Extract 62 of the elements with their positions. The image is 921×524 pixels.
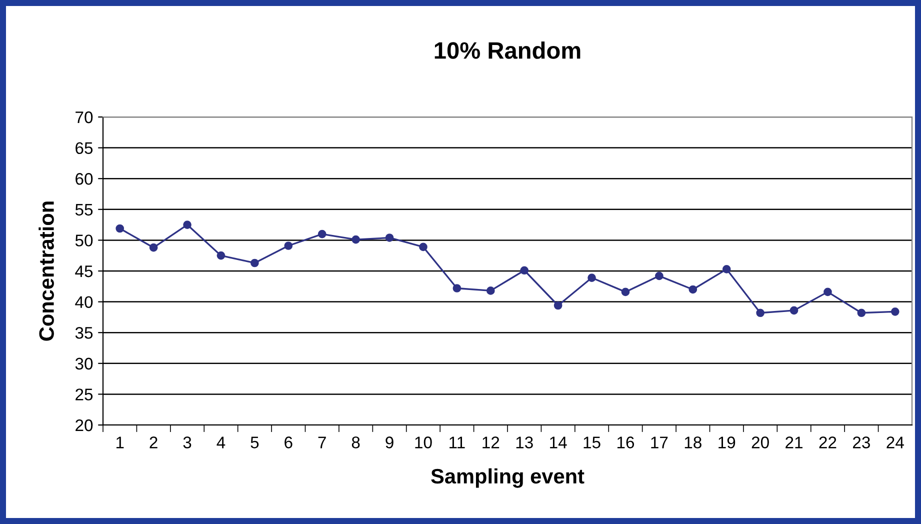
point	[419, 242, 428, 252]
x-tick-label: 11	[450, 436, 465, 448]
point	[385, 234, 394, 242]
point	[621, 288, 630, 296]
point	[857, 308, 866, 318]
point	[352, 235, 360, 244]
y-tick-label: 45	[75, 266, 93, 278]
point	[790, 306, 798, 315]
x-axis-title: Sampling event	[431, 468, 584, 488]
chart-title: 10% Random	[434, 42, 580, 59]
x-tick-label: 15	[584, 436, 600, 448]
x-tick-label: 4	[216, 436, 226, 448]
x-tick-label: 24	[886, 436, 904, 448]
y-tick-label: 25	[76, 388, 93, 400]
x-tick-label: 21	[786, 436, 802, 448]
x-tick-label: 12	[482, 436, 500, 448]
x-tick-label: 10	[415, 436, 432, 448]
x-tick-label: 1	[116, 436, 124, 448]
point	[486, 286, 495, 295]
x-tick-label: 20	[752, 436, 769, 448]
x-tick-label: 6	[284, 436, 292, 448]
point	[520, 266, 529, 275]
point	[554, 301, 562, 310]
x-tick-label: 9	[386, 436, 394, 448]
point	[756, 308, 764, 318]
y-tick-label: 30	[75, 358, 93, 370]
x-tick-label: 5	[250, 436, 259, 448]
y-tick-label: 55	[75, 204, 93, 216]
point	[722, 264, 731, 274]
x-tick-label: 8	[352, 436, 360, 448]
y-axis-title: Concentration	[38, 202, 54, 341]
x-tick-label: 19	[718, 436, 736, 448]
point	[588, 274, 596, 282]
y-tick-label: 65	[76, 142, 93, 154]
x-tick-label: 23	[853, 436, 870, 448]
x-tick-label: 14	[550, 436, 567, 448]
x-tick-label: 17	[651, 436, 668, 448]
point	[452, 284, 462, 292]
x-tick-label: 18	[684, 436, 702, 448]
x-tick-label: 2	[150, 436, 158, 448]
point	[890, 307, 900, 316]
y-tick-label: 60	[76, 173, 93, 185]
point	[824, 288, 832, 296]
point	[284, 242, 293, 250]
x-tick-label: 16	[617, 436, 634, 448]
x-tick-label: 22	[819, 436, 836, 448]
y-tick-label: 35	[75, 327, 93, 339]
x-tick-label: 13	[516, 436, 533, 448]
point	[318, 230, 326, 238]
y-tick-label: 40	[75, 296, 93, 308]
point	[149, 243, 158, 252]
y-tick-label: 70	[76, 111, 93, 124]
point	[216, 251, 226, 260]
point	[116, 224, 124, 233]
point	[183, 220, 192, 229]
x-tick-label: 7	[318, 436, 326, 448]
point	[250, 258, 259, 268]
x-tick-label: 3	[183, 436, 192, 448]
y-tick-label: 20	[76, 419, 93, 432]
point	[688, 285, 698, 294]
point	[655, 272, 664, 280]
y-tick-label: 50	[75, 234, 93, 246]
